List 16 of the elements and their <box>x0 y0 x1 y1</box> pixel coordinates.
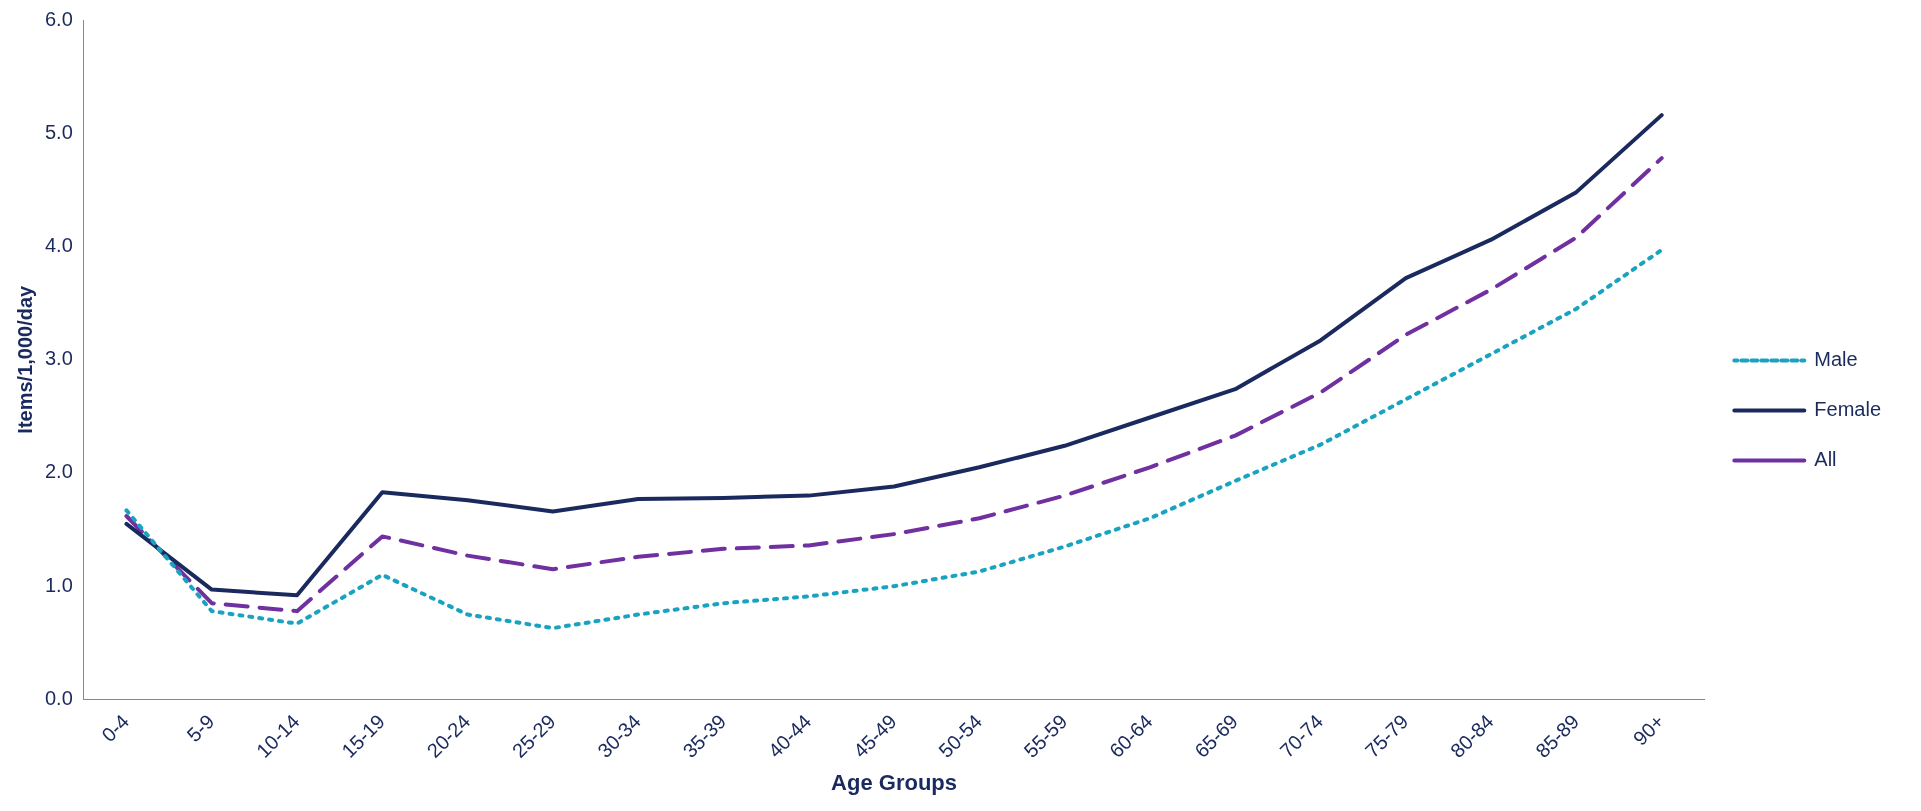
y-tick-label: 0.0 <box>44 686 73 709</box>
x-axis-title: Age Groups <box>831 769 958 795</box>
legend-label: All <box>1814 448 1837 471</box>
line-series <box>124 247 1664 631</box>
x-tick-label: 90+ <box>1628 710 1669 750</box>
y-tick-label: 5.0 <box>44 120 73 143</box>
y-axis-title: Items/1,000/day <box>13 284 36 434</box>
y-tick-label: 4.0 <box>44 234 73 256</box>
y-tick-label: 2.0 <box>44 460 73 483</box>
x-tick-label: 0-4 <box>97 710 134 747</box>
legend-label: Female <box>1814 398 1882 421</box>
y-tick-label: 1.0 <box>44 573 73 596</box>
y-tick-label: 3.0 <box>44 347 73 370</box>
legend-label: Male <box>1814 348 1858 371</box>
y-tick-label: 6.0 <box>44 7 73 30</box>
x-tick-label: 5-9 <box>182 710 219 747</box>
